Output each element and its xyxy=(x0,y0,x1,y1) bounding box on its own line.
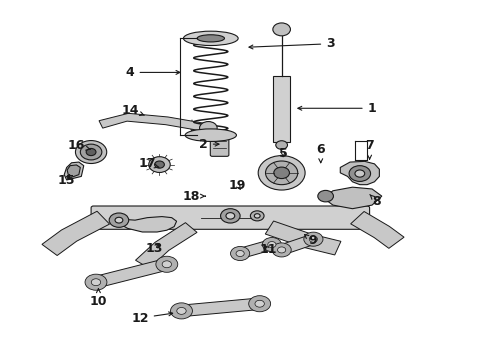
Text: 10: 10 xyxy=(90,289,107,309)
Text: 4: 4 xyxy=(126,66,180,79)
Circle shape xyxy=(258,156,305,190)
Circle shape xyxy=(220,209,240,223)
Circle shape xyxy=(349,166,370,181)
Circle shape xyxy=(318,190,333,202)
Text: 17: 17 xyxy=(139,157,159,170)
Ellipse shape xyxy=(183,31,238,45)
Polygon shape xyxy=(180,298,261,316)
Circle shape xyxy=(276,141,288,149)
Polygon shape xyxy=(67,165,80,178)
Circle shape xyxy=(80,144,102,160)
Circle shape xyxy=(162,261,171,268)
FancyBboxPatch shape xyxy=(210,134,229,156)
Polygon shape xyxy=(340,161,379,185)
Polygon shape xyxy=(351,211,404,248)
Circle shape xyxy=(355,170,365,177)
Text: 16: 16 xyxy=(68,139,91,152)
Circle shape xyxy=(156,256,178,272)
Text: 9: 9 xyxy=(305,234,317,247)
Text: 7: 7 xyxy=(365,139,374,159)
Circle shape xyxy=(171,303,193,319)
Polygon shape xyxy=(279,235,316,255)
Circle shape xyxy=(249,296,270,312)
Text: 15: 15 xyxy=(58,174,75,186)
Text: 11: 11 xyxy=(260,243,277,256)
Ellipse shape xyxy=(185,129,237,141)
Circle shape xyxy=(149,157,170,172)
Circle shape xyxy=(309,236,318,242)
Text: 5: 5 xyxy=(279,147,288,159)
Circle shape xyxy=(115,217,123,223)
Circle shape xyxy=(236,251,244,257)
Text: 1: 1 xyxy=(298,102,376,115)
Text: 8: 8 xyxy=(370,194,381,208)
Text: 3: 3 xyxy=(249,37,335,50)
Polygon shape xyxy=(64,162,84,180)
Circle shape xyxy=(230,247,250,261)
Text: 2: 2 xyxy=(199,138,219,150)
Text: 13: 13 xyxy=(146,242,163,255)
FancyBboxPatch shape xyxy=(273,76,291,142)
Circle shape xyxy=(226,213,235,219)
Circle shape xyxy=(255,300,264,307)
Polygon shape xyxy=(265,221,341,255)
Circle shape xyxy=(268,242,276,248)
Polygon shape xyxy=(238,240,274,258)
Text: 6: 6 xyxy=(317,143,325,163)
Circle shape xyxy=(274,167,290,179)
Polygon shape xyxy=(136,222,197,268)
Circle shape xyxy=(250,211,264,221)
Circle shape xyxy=(155,161,164,168)
Polygon shape xyxy=(118,217,176,232)
Text: 12: 12 xyxy=(131,311,172,325)
Circle shape xyxy=(109,213,129,227)
Circle shape xyxy=(199,122,217,134)
Circle shape xyxy=(272,243,291,257)
Circle shape xyxy=(177,307,186,314)
Circle shape xyxy=(254,214,260,218)
Circle shape xyxy=(277,247,286,253)
Text: 14: 14 xyxy=(122,104,145,117)
Circle shape xyxy=(262,238,281,252)
Ellipse shape xyxy=(197,35,224,42)
Circle shape xyxy=(91,279,100,285)
Polygon shape xyxy=(94,259,170,288)
Circle shape xyxy=(304,232,323,246)
Text: 19: 19 xyxy=(229,179,246,192)
Circle shape xyxy=(266,161,298,185)
Text: 18: 18 xyxy=(183,190,205,203)
Circle shape xyxy=(85,274,107,290)
FancyBboxPatch shape xyxy=(91,206,369,229)
Polygon shape xyxy=(42,211,110,256)
Circle shape xyxy=(273,23,291,36)
Circle shape xyxy=(86,148,96,156)
Polygon shape xyxy=(99,113,210,132)
Circle shape xyxy=(75,140,107,163)
Polygon shape xyxy=(323,187,382,209)
